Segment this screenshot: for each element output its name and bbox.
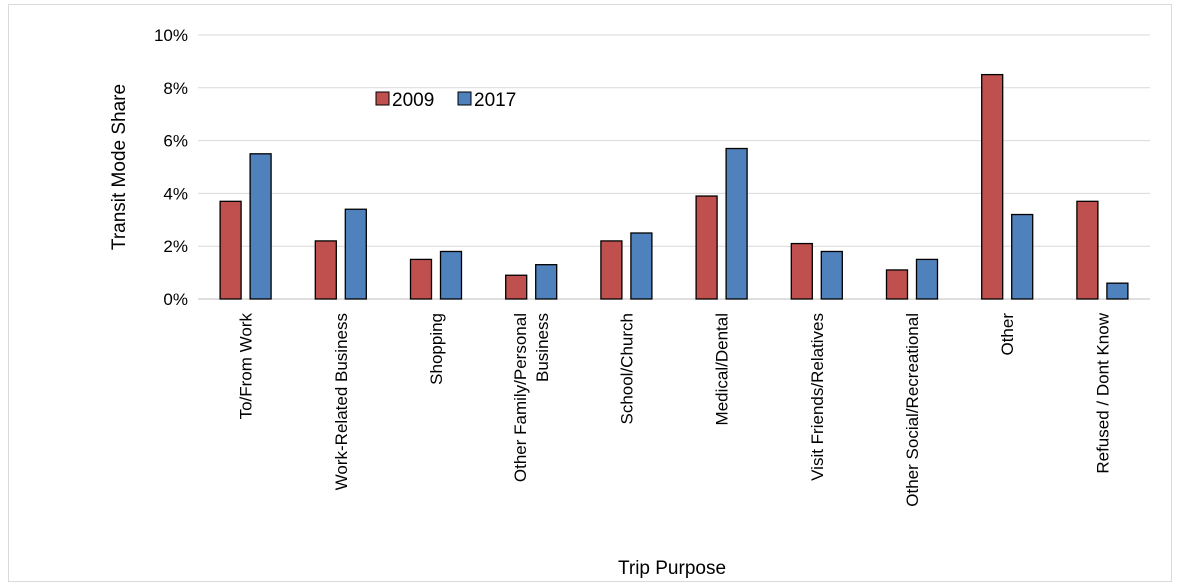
x-tick-label-line: Work-Related Business — [332, 313, 351, 490]
legend: 2009 2017 — [375, 90, 516, 111]
x-axis-title: Trip Purpose — [618, 558, 726, 579]
bar-2009-8 — [981, 73, 1004, 300]
legend-swatch-2017 — [457, 91, 472, 106]
bars — [219, 73, 1129, 300]
legend-label-2017: 2017 — [474, 90, 516, 111]
bar-2009-7 — [885, 269, 909, 300]
bar-2009-9 — [1076, 200, 1099, 300]
x-tick-label-line: Refused / Dont Know — [1093, 312, 1112, 473]
bar-2017-0 — [249, 153, 272, 300]
bar-2009-0 — [219, 200, 242, 300]
y-tick-label-0: 0% — [163, 290, 188, 309]
y-axis-title: Transit Mode Share — [109, 84, 130, 250]
x-tick-label-line: Medical/Dental — [713, 313, 732, 425]
x-tick-label-7: Other Social/Recreational — [903, 313, 922, 507]
y-tick-label-6: 6% — [163, 132, 188, 151]
x-tick-label-6: Visit Friends/Relatives — [808, 313, 827, 481]
bar-2009-5 — [695, 195, 718, 300]
bar-2017-1 — [344, 208, 367, 300]
y-tick-label-8: 8% — [163, 79, 188, 98]
bar-2009-3 — [505, 274, 528, 300]
x-tick-label-line: School/Church — [617, 313, 636, 425]
chart-frame — [8, 4, 1172, 582]
x-tick-label-line: To/From Work — [237, 313, 256, 420]
y-tick-labels: 0% 2% 4% 6% 8% 10% — [154, 26, 188, 309]
x-tick-label-1: Work-Related Business — [332, 313, 351, 490]
x-tick-label-2: Shopping — [427, 313, 446, 385]
x-tick-label-4: School/Church — [617, 313, 636, 425]
x-tick-label-line: Other Family/Personal — [511, 313, 530, 482]
bar-2017-6 — [820, 250, 843, 300]
x-tick-label-9: Refused / Dont Know — [1093, 312, 1112, 473]
x-tick-label-line: Business — [533, 313, 552, 382]
x-tick-label-3: Other Family/Personal Business — [511, 313, 552, 482]
x-tick-label-5: Medical/Dental — [713, 313, 732, 425]
bar-2017-3 — [535, 264, 558, 300]
legend-label-2009: 2009 — [392, 90, 434, 111]
legend-swatch-2009 — [375, 91, 390, 106]
bar-2009-1 — [314, 240, 337, 300]
bar-2017-8 — [1011, 213, 1034, 300]
bar-2017-2 — [439, 250, 463, 300]
bar-2017-7 — [915, 258, 939, 300]
bar-2017-9 — [1106, 282, 1129, 300]
x-tick-label-0: To/From Work — [237, 313, 256, 420]
bar-2017-5 — [725, 147, 748, 300]
y-tick-label-4: 4% — [163, 184, 188, 203]
bar-2009-4 — [600, 240, 623, 300]
x-tick-label-line: Other — [998, 313, 1017, 356]
x-tick-label-line: Other Social/Recreational — [903, 313, 922, 507]
bar-2017-4 — [630, 232, 653, 300]
x-tick-labels: To/From Work Work-Related Business Shoppin… — [237, 312, 1113, 506]
x-tick-label-line: Shopping — [427, 313, 446, 385]
bar-2009-6 — [790, 242, 813, 300]
gridlines — [198, 34, 1150, 300]
bar-2009-2 — [409, 258, 433, 300]
y-tick-label-2: 2% — [163, 237, 188, 256]
x-tick-label-8: Other — [998, 313, 1017, 356]
x-tick-label-line: Visit Friends/Relatives — [808, 313, 827, 481]
y-tick-label-10: 10% — [154, 26, 188, 45]
